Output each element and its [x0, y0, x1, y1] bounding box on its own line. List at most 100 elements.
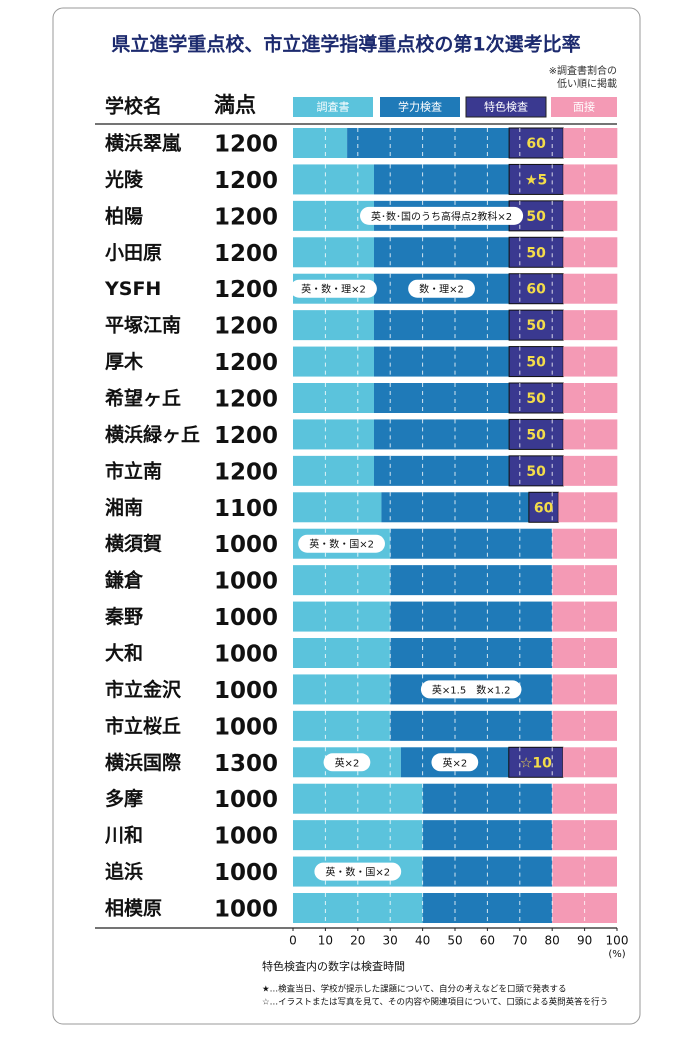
bar-segment [390, 710, 553, 741]
full-marks: 1100 [214, 496, 278, 522]
full-marks: 1200 [214, 314, 278, 340]
note-label: 英・数・国×2 [309, 538, 374, 551]
full-marks: 1000 [214, 605, 278, 631]
time-label: 60 [526, 136, 546, 152]
bar-segment [374, 419, 510, 450]
note-pill [298, 534, 385, 553]
category-label: 湘南 [105, 496, 143, 519]
time-label: 50 [526, 355, 546, 371]
note-label: 英×2 [335, 756, 360, 769]
bar-segment [563, 419, 618, 450]
bar-segment [563, 310, 618, 341]
category-label: 柏陽 [105, 204, 143, 227]
sort-note: ※調査書割合の [549, 64, 617, 77]
footnote: 特色検査内の数字は検査時間 [262, 959, 405, 973]
bar-segment [558, 492, 618, 523]
legend-swatch [380, 97, 460, 117]
note-label: 英×2 [442, 756, 467, 769]
bar-segment [563, 383, 618, 413]
category-label: 横須賀 [105, 532, 162, 555]
bar-segment [293, 455, 374, 486]
category-label: 秦野 [104, 605, 143, 628]
category-label: 市立金沢 [105, 678, 182, 701]
note-label: 英･数･国のうち高得点2教科×2 [371, 210, 512, 223]
time-label: 50 [526, 245, 546, 261]
x-tick-label: 40 [415, 934, 430, 948]
full-marks: 1200 [214, 241, 278, 267]
bar-segment [293, 383, 374, 413]
note-label: 英・数・理×2 [301, 283, 366, 296]
bar-segment [508, 346, 564, 378]
time-label: 50 [526, 209, 546, 225]
x-axis-unit: (%) [608, 949, 625, 960]
x-tick-label: 0 [289, 934, 297, 948]
category-label: 市立桜丘 [105, 714, 181, 737]
note-label: 数・理×2 [419, 283, 464, 296]
bar-segment [374, 455, 510, 486]
full-marks: 1200 [214, 168, 278, 194]
x-tick-label: 100 [606, 934, 629, 948]
bar-segment [563, 237, 618, 268]
x-tick-label: 30 [383, 934, 398, 948]
bar-segment [293, 565, 391, 596]
bar-segment [293, 310, 374, 341]
bar-segment [293, 638, 391, 668]
full-marks: 1200 [214, 204, 278, 230]
full-marks: 1000 [214, 897, 278, 923]
time-label: ★5 [525, 172, 547, 188]
full-marks-header: 満点 [214, 93, 256, 117]
full-marks: 1000 [214, 714, 278, 740]
category-label: 川和 [104, 824, 143, 847]
category-label: 厚木 [105, 350, 144, 373]
note-pill [323, 753, 371, 772]
bar-segment [374, 346, 510, 377]
x-tick-label: 80 [545, 934, 560, 948]
time-label: ☆10 [520, 755, 552, 771]
x-tick-label: 20 [350, 934, 365, 948]
bar-segment [508, 273, 564, 305]
category-label: 相模原 [105, 897, 162, 920]
category-label: YSFH [104, 278, 161, 300]
legend-label: 面接 [573, 101, 595, 114]
x-tick-label: 90 [577, 934, 592, 948]
bar-segment [563, 346, 618, 377]
bar-segment [563, 164, 618, 195]
time-label: 50 [526, 318, 546, 334]
bar-segment [374, 237, 510, 268]
x-tick-label: 10 [318, 934, 333, 948]
footnote: ★…検査当日、学校が提示した課題について、自分の考えなどを口頭で発表する [262, 984, 566, 995]
full-marks: 1300 [214, 751, 278, 777]
full-marks: 1200 [214, 277, 278, 303]
bar-segment [508, 455, 564, 487]
bar-segment [562, 747, 617, 778]
full-marks: 1000 [214, 860, 278, 886]
note-label: 英×1.5 数×1.2 [432, 683, 511, 696]
sort-note: 低い順に掲載 [557, 77, 617, 90]
category-label: 多摩 [105, 787, 143, 810]
note-pill [420, 680, 522, 699]
legend-swatch [293, 97, 373, 117]
bar-segment [390, 601, 553, 632]
category-label: 小田原 [105, 242, 162, 264]
note-pill [290, 279, 377, 298]
category-label: 横浜翠嵐 [105, 132, 182, 155]
bar-segment [293, 346, 374, 377]
full-marks: 1200 [214, 350, 278, 376]
category-label: 希望ヶ丘 [105, 387, 181, 410]
full-marks: 1000 [214, 787, 278, 813]
time-label: 50 [526, 391, 546, 407]
bar-segment [293, 674, 391, 705]
full-marks: 1200 [214, 132, 278, 158]
category-label: 鎌倉 [105, 569, 144, 592]
bar-segment [347, 128, 510, 158]
time-label: 50 [526, 427, 546, 443]
bar-segment [563, 200, 618, 231]
full-marks: 1000 [214, 824, 278, 850]
legend-swatch [465, 96, 547, 118]
bar-segment [508, 163, 564, 195]
footnote: ☆…イラストまたは写真を見て、その内容や関連項目について、口頭による英問英答を行… [262, 997, 608, 1008]
category-label: 横浜緑ヶ丘 [105, 423, 200, 446]
bar-segment [390, 565, 553, 596]
legend-label: 特色検査 [484, 100, 528, 114]
